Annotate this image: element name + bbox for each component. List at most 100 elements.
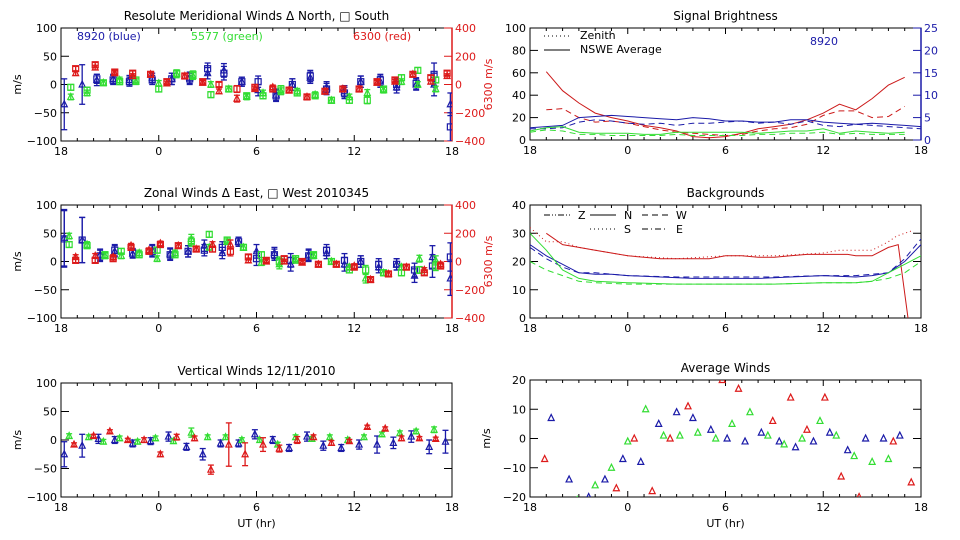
triangle-marker (293, 435, 302, 444)
y2-tick-label: 0 (455, 256, 462, 269)
series-5577-south (67, 66, 440, 105)
series-line (530, 129, 905, 136)
triangle-marker (259, 439, 267, 448)
legend-label: W (676, 209, 687, 222)
legend-label: S (624, 223, 631, 236)
y-tick-label: 60 (512, 67, 526, 80)
x-tick-label: 6 (253, 501, 260, 514)
x-tick-label: 18 (445, 322, 459, 335)
square-marker (83, 242, 91, 250)
square-marker (127, 243, 135, 251)
triangle-marker (895, 430, 904, 439)
square-marker (91, 256, 99, 264)
triangle-marker (262, 256, 271, 265)
legend-label: Z (578, 209, 586, 222)
x-tick-label: 6 (253, 145, 260, 158)
triangle-marker (607, 462, 616, 471)
plot-area (530, 71, 921, 139)
triangle-marker (659, 430, 668, 439)
square-marker (91, 61, 99, 69)
triangle-marker (345, 436, 354, 445)
triangle-marker (832, 430, 841, 439)
triangle-marker (99, 436, 108, 445)
x-tick-label: 18 (914, 144, 928, 157)
series-line (530, 114, 921, 129)
y-tick-label: 10 (512, 403, 526, 416)
triangle-marker (237, 435, 246, 444)
triangle-marker (153, 253, 162, 262)
square-marker (272, 92, 280, 100)
square-marker (163, 78, 171, 86)
triangle-marker (325, 432, 334, 441)
square-marker (208, 245, 217, 253)
series-6300-s (530, 227, 914, 260)
triangle-marker (285, 443, 294, 452)
vertical-chart: Vertical Winds 12/11/2010 18 0 6 12 18 100 50 0 −… (11, 364, 459, 530)
y-tick-label: 0 (519, 433, 526, 446)
x-tick-label: 18 (914, 322, 928, 335)
y-tick-label: 10 (512, 284, 526, 297)
square-marker (238, 78, 246, 86)
triangle-marker (675, 430, 684, 439)
triangle-marker (763, 430, 772, 439)
x-tick-label: 0 (624, 144, 631, 157)
x-tick-label: 12 (816, 144, 830, 157)
triangle-marker (591, 480, 600, 489)
triangle-marker (164, 431, 173, 440)
triangle-marker (786, 392, 795, 401)
square-marker (145, 247, 153, 255)
square-marker (357, 78, 365, 86)
y-tick-label: 100 (36, 199, 57, 212)
square-marker (251, 83, 259, 91)
square-marker (215, 80, 223, 89)
square-marker (99, 79, 107, 87)
triangle-marker (641, 404, 650, 413)
triangle-marker (151, 433, 160, 442)
triangle-marker (84, 432, 93, 441)
square-marker (311, 92, 319, 100)
triangle-marker (410, 270, 419, 279)
square-marker (116, 78, 124, 86)
square-marker (101, 251, 109, 259)
triangle-marker (636, 457, 645, 465)
triangle-marker (101, 251, 109, 259)
square-marker (391, 76, 399, 84)
triangle-marker (441, 436, 450, 445)
series-6300-zenith (70, 422, 440, 475)
square-marker (298, 257, 306, 266)
square-marker (345, 96, 353, 104)
series-line (530, 261, 921, 285)
triangle-marker (884, 454, 893, 463)
plot-area (530, 227, 921, 318)
square-marker (220, 69, 228, 77)
y-tick-label: −100 (27, 135, 57, 148)
triangle-marker (688, 413, 697, 422)
x-tick-label: 12 (347, 322, 361, 335)
series-5577-nswe-average (530, 126, 905, 135)
wavelength-label: 8920 (810, 35, 838, 48)
series-5577 (576, 404, 893, 497)
y-tick-label: 0 (519, 312, 526, 325)
triangle-marker (446, 273, 452, 282)
y-tick-label: −10 (503, 462, 526, 475)
square-marker (184, 247, 192, 255)
triangle-marker (110, 435, 119, 444)
triangle-marker (373, 77, 382, 86)
triangle-marker (232, 93, 241, 102)
triangle-marker (363, 88, 372, 97)
triangle-marker (131, 76, 140, 85)
triangle-marker (215, 86, 223, 95)
plot-area (61, 61, 452, 141)
x-tick-label: 0 (155, 322, 162, 335)
triangle-marker (415, 253, 424, 262)
chart-title: Resolute Meridional Winds Δ North, □ Sou… (124, 9, 390, 23)
x-axis-label: UT (hr) (706, 517, 744, 530)
triangle-marker (856, 492, 862, 497)
triangle-marker (861, 433, 870, 442)
x-tick-label: 18 (523, 501, 537, 514)
triangle-marker (360, 432, 368, 441)
square-marker (205, 230, 213, 238)
triangle-marker (802, 424, 811, 433)
triangle-marker (711, 433, 720, 442)
triangle-marker (889, 436, 898, 445)
